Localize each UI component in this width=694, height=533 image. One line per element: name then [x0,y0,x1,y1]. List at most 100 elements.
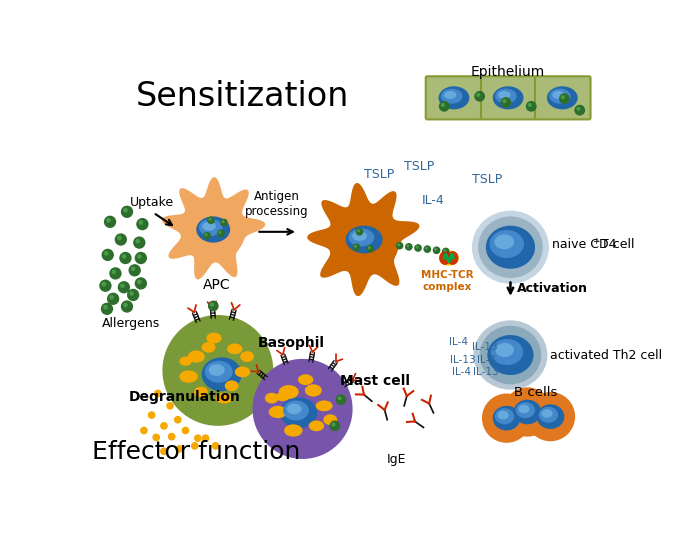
Circle shape [526,101,536,112]
Circle shape [405,243,413,251]
Circle shape [103,305,108,310]
Circle shape [104,216,116,228]
Ellipse shape [439,251,451,265]
Circle shape [119,252,132,264]
Ellipse shape [495,408,514,424]
Circle shape [502,387,552,437]
Circle shape [474,91,485,102]
Ellipse shape [478,216,543,278]
Ellipse shape [316,400,332,411]
Circle shape [154,390,162,398]
Circle shape [396,242,403,249]
Circle shape [561,95,565,99]
Circle shape [130,266,135,271]
Ellipse shape [486,225,535,269]
Circle shape [442,248,450,255]
Ellipse shape [496,343,514,357]
Circle shape [221,220,224,223]
Ellipse shape [536,405,564,429]
Text: IL-4: IL-4 [477,355,496,365]
Ellipse shape [284,424,303,437]
Circle shape [128,264,141,277]
Circle shape [332,423,336,426]
Ellipse shape [489,230,524,258]
Text: APC: APC [203,278,231,292]
Text: IL-13: IL-13 [473,367,499,377]
Circle shape [434,248,437,251]
Ellipse shape [202,357,242,391]
Text: TSLP: TSLP [405,160,434,173]
Circle shape [220,219,228,227]
Text: Effector function: Effector function [92,440,300,464]
Polygon shape [307,183,419,296]
Ellipse shape [352,231,367,241]
Circle shape [368,246,371,249]
Ellipse shape [539,407,558,423]
Circle shape [101,282,106,287]
Circle shape [174,416,182,424]
Ellipse shape [491,339,523,365]
Circle shape [576,107,580,111]
Circle shape [208,218,212,221]
Circle shape [182,426,189,434]
Circle shape [407,245,409,247]
Circle shape [502,99,507,103]
Circle shape [476,93,480,97]
Text: T cell: T cell [597,238,634,252]
Circle shape [117,236,121,240]
Ellipse shape [196,216,230,243]
Circle shape [559,93,570,104]
Ellipse shape [552,91,565,99]
Ellipse shape [447,251,459,265]
Ellipse shape [269,406,287,418]
Ellipse shape [439,86,469,109]
Circle shape [366,245,374,253]
Circle shape [148,411,155,419]
Circle shape [139,220,143,225]
Circle shape [526,392,575,441]
Ellipse shape [516,402,535,418]
Circle shape [137,279,142,284]
Circle shape [123,208,128,213]
Circle shape [140,426,148,434]
Text: +: + [592,237,600,246]
Circle shape [432,246,441,254]
Ellipse shape [279,385,298,399]
Circle shape [217,230,225,237]
Circle shape [336,394,346,405]
Circle shape [120,284,125,288]
Circle shape [212,442,219,450]
Circle shape [210,303,214,306]
Ellipse shape [487,335,534,375]
Ellipse shape [473,320,548,390]
Text: Activation: Activation [516,282,588,295]
Text: TSLP: TSLP [472,173,502,187]
Circle shape [137,254,142,259]
Circle shape [135,252,147,264]
Circle shape [162,315,273,426]
Ellipse shape [179,357,192,366]
Text: Mast cell: Mast cell [339,374,409,388]
Circle shape [107,293,119,305]
Circle shape [121,206,133,218]
Circle shape [135,239,140,244]
Ellipse shape [209,364,225,376]
Circle shape [355,228,364,236]
Ellipse shape [444,91,456,99]
Ellipse shape [235,367,250,377]
Circle shape [397,243,400,246]
Circle shape [101,249,114,261]
Ellipse shape [194,386,208,398]
Circle shape [353,244,360,251]
Circle shape [253,359,353,459]
Text: activated Th2 cell: activated Th2 cell [550,349,663,361]
Text: Epithelium: Epithelium [471,64,545,79]
Ellipse shape [265,393,279,403]
Circle shape [167,402,174,410]
Text: IL-4: IL-4 [449,337,468,347]
Ellipse shape [323,414,337,425]
Ellipse shape [287,403,301,414]
Ellipse shape [549,88,570,103]
Circle shape [191,442,198,450]
Circle shape [136,218,149,230]
